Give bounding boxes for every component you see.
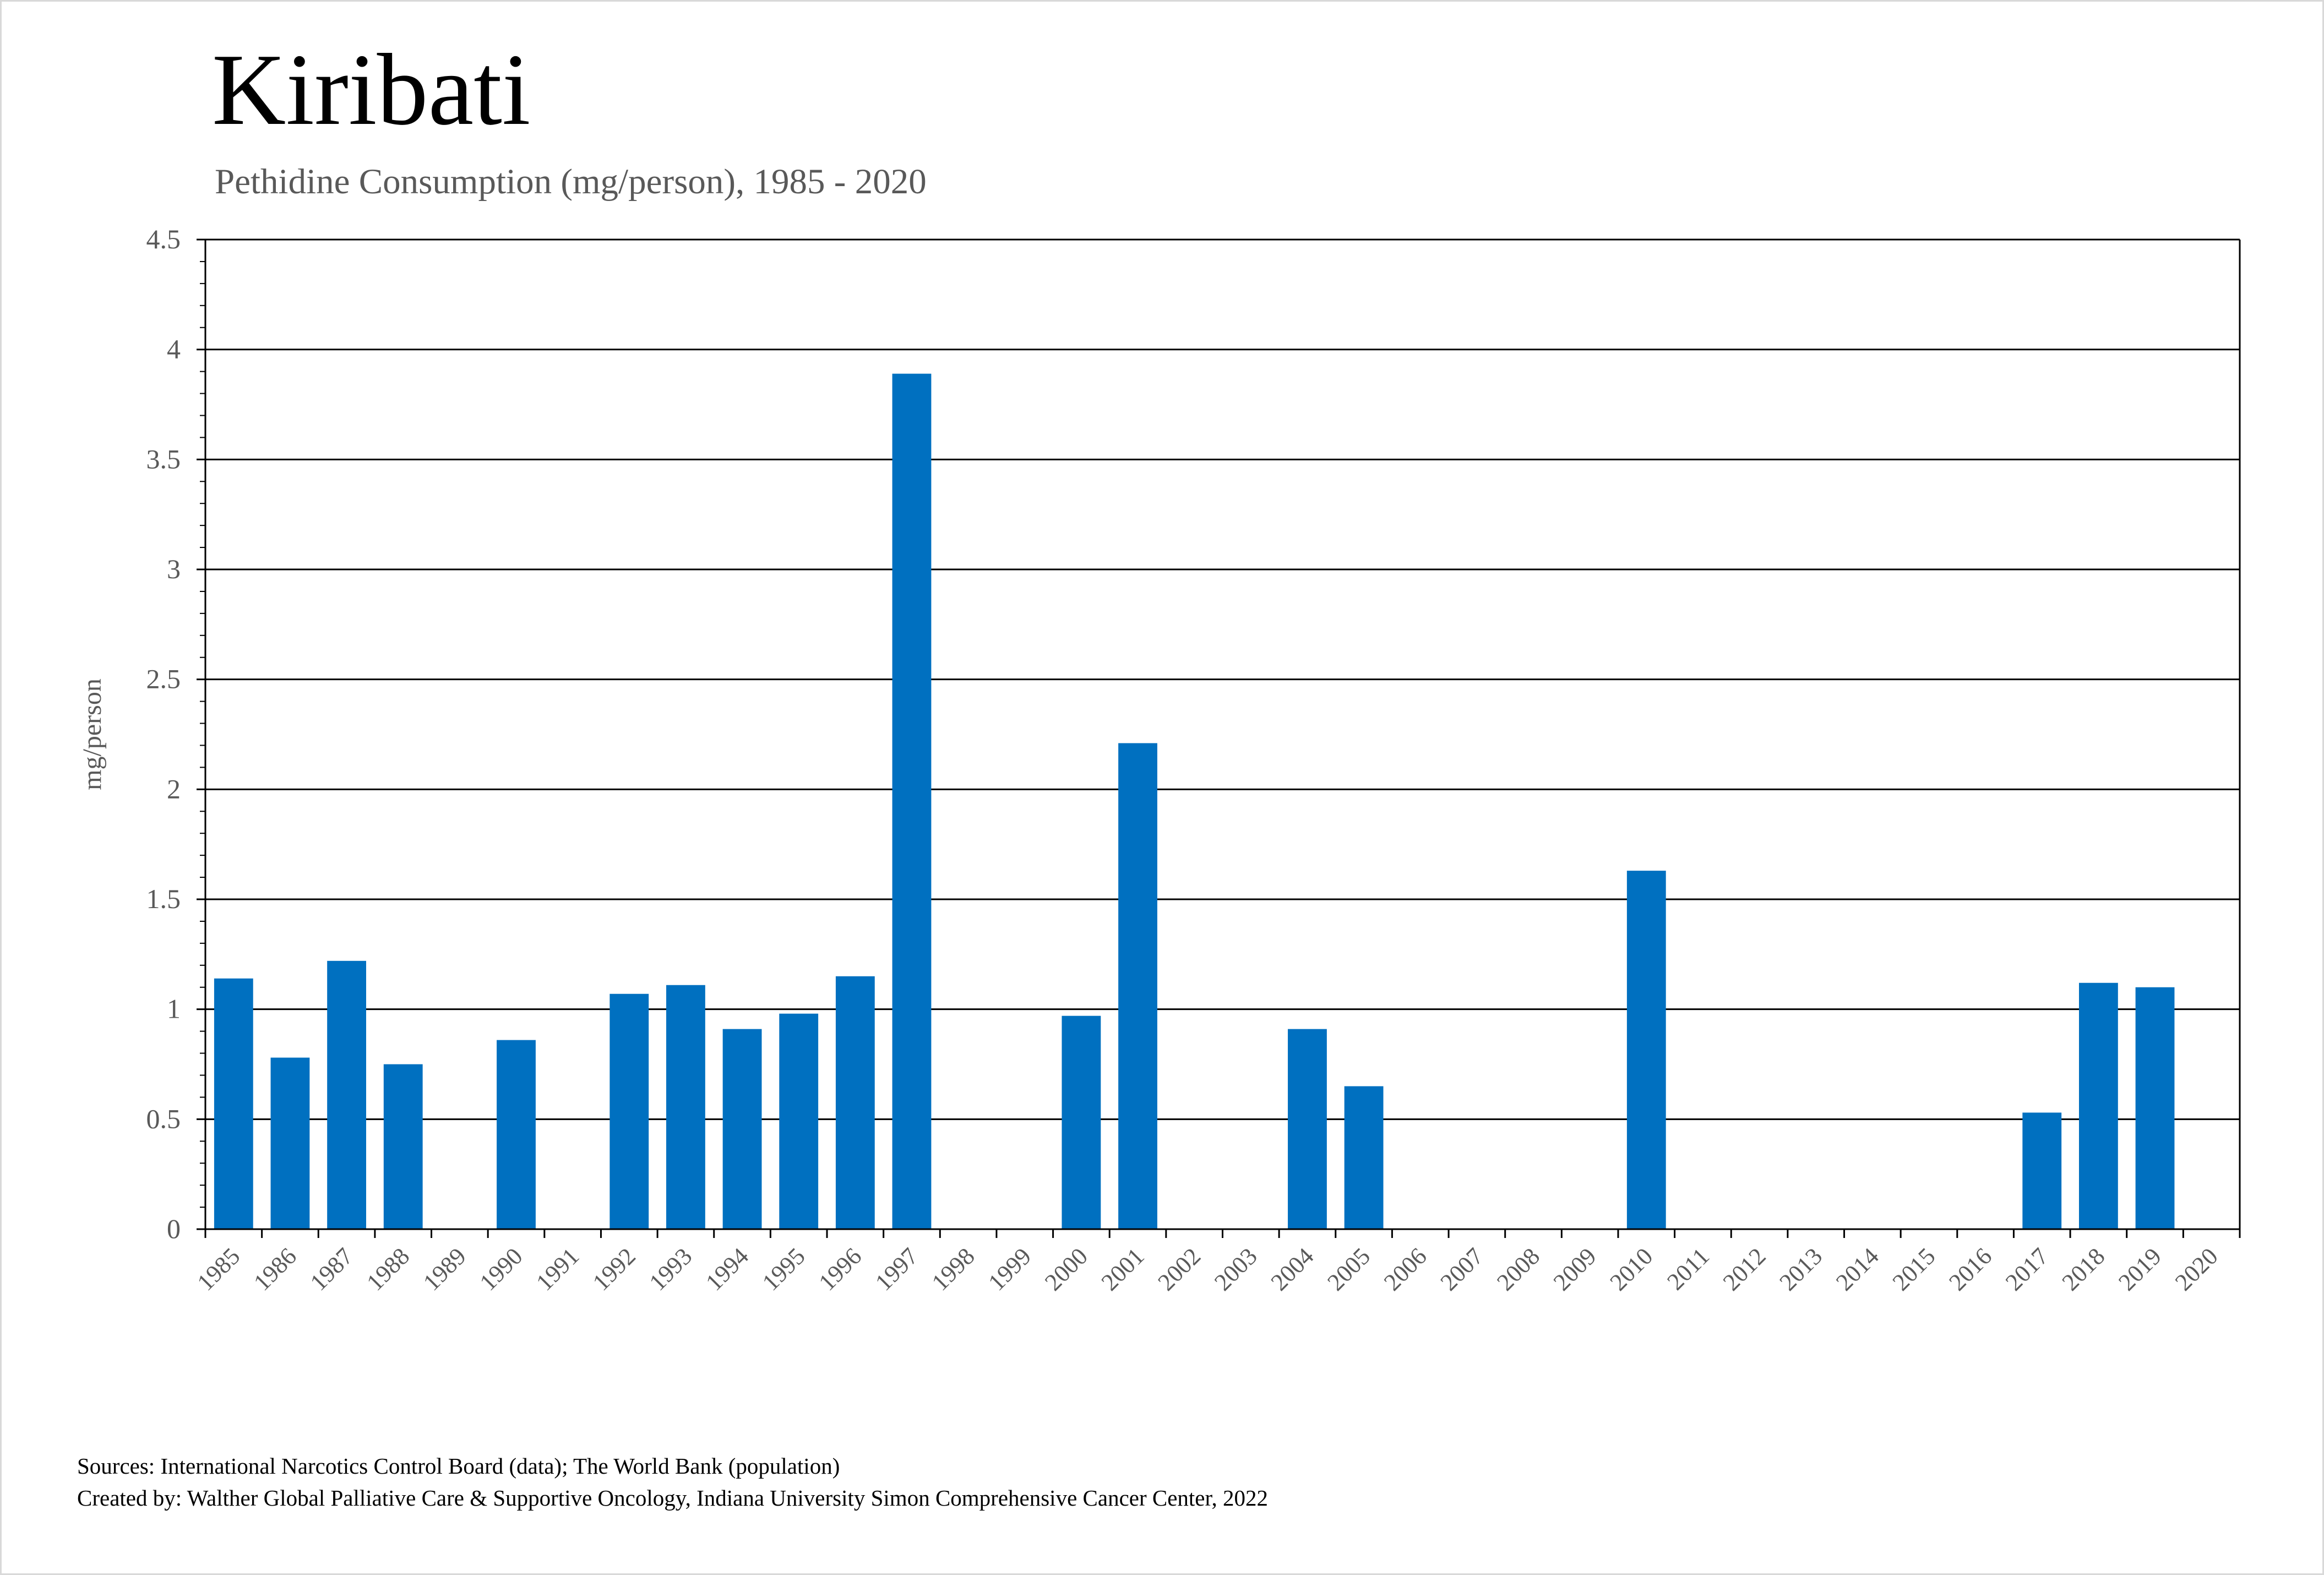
y-tick-label: 3.5 (146, 443, 181, 474)
bar-1992 (609, 993, 649, 1229)
bar-1994 (722, 1029, 762, 1229)
bar-1996 (835, 976, 875, 1229)
bar-2000 (1062, 1015, 1101, 1229)
x-tick-label: 2009 (1548, 1242, 1602, 1296)
footer-created-by: Created by: Walther Global Palliative Ca… (77, 1485, 1269, 1511)
bar-1993 (666, 985, 705, 1229)
y-tick-label: 2 (167, 773, 181, 804)
x-tick-label: 1991 (531, 1242, 584, 1296)
y-tick-label: 1 (167, 993, 181, 1024)
bar-2004 (1288, 1029, 1327, 1229)
bar-2001 (1118, 743, 1157, 1229)
y-tick-label: 0.5 (146, 1103, 181, 1134)
x-tick-label: 2010 (1604, 1242, 1658, 1296)
x-tick-label: 1987 (305, 1242, 358, 1296)
chart-title: Kiribati (212, 33, 531, 146)
y-tick-label: 2.5 (146, 664, 181, 694)
chart-subtitle: Pethidine Consumption (mg/person), 1985 … (215, 162, 927, 202)
x-tick-label: 2019 (2113, 1242, 2167, 1296)
x-tick-label: 1990 (475, 1242, 528, 1296)
x-tick-label: 2007 (1435, 1242, 1489, 1296)
x-tick-label: 1998 (927, 1242, 980, 1296)
bar-2005 (1344, 1086, 1384, 1229)
x-tick-label: 1993 (644, 1242, 698, 1296)
bar-1986 (270, 1057, 310, 1229)
x-tick-label: 1995 (757, 1242, 810, 1296)
x-tick-label: 2020 (2170, 1242, 2223, 1296)
x-tick-label: 2004 (1266, 1242, 1319, 1296)
x-tick-label: 1994 (700, 1242, 754, 1296)
x-tick-label: 1997 (870, 1242, 923, 1296)
x-tick-label: 2013 (1774, 1242, 1827, 1296)
x-tick-label: 2011 (1662, 1242, 1715, 1295)
x-tick-label: 2003 (1209, 1242, 1262, 1296)
x-tick-label: 2005 (1322, 1242, 1375, 1296)
x-tick-label: 1999 (983, 1242, 1036, 1296)
x-tick-label: 2001 (1096, 1242, 1150, 1296)
y-tick-label: 3 (167, 553, 181, 584)
y-tick-label: 4.5 (146, 224, 181, 254)
x-tick-label: 2012 (1718, 1242, 1771, 1296)
x-tick-label: 2018 (2057, 1242, 2110, 1296)
bar-1990 (497, 1040, 536, 1229)
x-tick-label: 1986 (248, 1242, 302, 1296)
x-tick-label: 2017 (2000, 1242, 2054, 1296)
bar-1985 (214, 978, 253, 1229)
bar-2018 (2078, 982, 2118, 1229)
x-tick-label: 2008 (1492, 1242, 1545, 1296)
x-tick-label: 2000 (1039, 1242, 1093, 1296)
x-tick-label: 2002 (1152, 1242, 1206, 1296)
x-tick-label: 1988 (361, 1242, 415, 1296)
footer-sources: Sources: International Narcotics Control… (77, 1453, 840, 1479)
x-tick-label: 2016 (1944, 1242, 1997, 1296)
bar-2019 (2135, 987, 2175, 1229)
bar-1995 (779, 1013, 819, 1229)
bar-1987 (327, 960, 367, 1229)
x-tick-label: 1996 (814, 1242, 867, 1296)
bar-1997 (892, 373, 932, 1230)
x-tick-label: 2015 (1887, 1242, 1941, 1296)
bar-1988 (383, 1064, 423, 1229)
x-tick-label: 1985 (192, 1242, 246, 1296)
bar-2010 (1626, 871, 1666, 1229)
bar-2017 (2022, 1112, 2062, 1229)
x-tick-label: 1989 (418, 1242, 471, 1296)
y-tick-label: 1.5 (146, 883, 181, 914)
x-tick-label: 2006 (1379, 1242, 1432, 1296)
x-tick-label: 2014 (1831, 1242, 1884, 1296)
x-tick-label: 1992 (587, 1242, 641, 1296)
y-axis-title: mg/person (78, 678, 107, 790)
y-tick-label: 4 (167, 334, 181, 365)
chart-footer: Sources: International Narcotics Control… (77, 1450, 1268, 1514)
y-tick-label: 0 (167, 1213, 181, 1244)
